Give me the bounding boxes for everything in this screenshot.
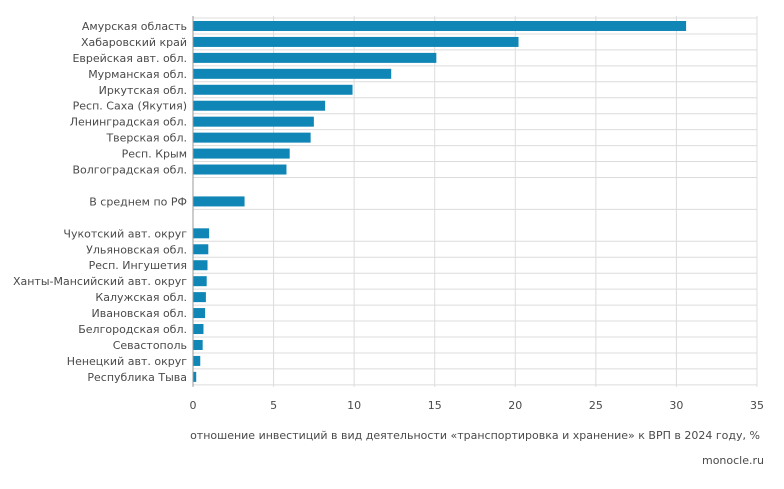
bar bbox=[193, 292, 206, 303]
x-tick-label: 15 bbox=[428, 399, 442, 412]
category-label: Севастополь bbox=[113, 339, 187, 352]
x-tick-label: 35 bbox=[750, 399, 764, 412]
bar bbox=[193, 132, 311, 143]
category-label: Мурманская обл. bbox=[88, 68, 187, 81]
category-label: Ненецкий авт. округ bbox=[67, 355, 187, 368]
category-label: Иркутская обл. bbox=[99, 84, 187, 97]
category-label: Респ. Ингушетия bbox=[89, 259, 187, 272]
bar bbox=[193, 36, 519, 47]
bar bbox=[193, 308, 206, 319]
bar bbox=[193, 244, 209, 255]
bar bbox=[193, 164, 287, 175]
bar bbox=[193, 371, 197, 382]
source-label: monocle.ru bbox=[701, 454, 764, 467]
category-label: Калужская обл. bbox=[95, 291, 187, 304]
x-tick-label: 20 bbox=[508, 399, 522, 412]
bar bbox=[193, 196, 245, 207]
category-label: Волгоградская обл. bbox=[72, 164, 187, 177]
bar bbox=[193, 276, 207, 287]
x-axis-title: отношение инвестиций в вид деятельности … bbox=[190, 429, 760, 442]
category-label: Белгородская обл. bbox=[78, 323, 187, 336]
x-tick-label: 5 bbox=[270, 399, 277, 412]
category-label: Чукотский авт. округ bbox=[63, 227, 187, 240]
bar bbox=[193, 52, 437, 63]
category-label: Тверская обл. bbox=[105, 132, 187, 145]
category-label: В среднем по РФ bbox=[89, 195, 187, 208]
bar bbox=[193, 148, 290, 159]
category-label: Хабаровский край bbox=[81, 36, 187, 49]
category-label: Ленинградская обл. bbox=[70, 116, 187, 129]
x-tick-label: 10 bbox=[347, 399, 361, 412]
bar bbox=[193, 324, 204, 335]
category-label: Ивановская обл. bbox=[92, 307, 187, 320]
bar bbox=[193, 100, 326, 111]
category-label: Республика Тыва bbox=[87, 371, 187, 384]
bar bbox=[193, 84, 353, 95]
x-tick-label: 25 bbox=[589, 399, 603, 412]
bar bbox=[193, 355, 201, 366]
category-label: Респ. Саха (Якутия) bbox=[73, 100, 187, 113]
category-label: Еврейская авт. обл. bbox=[72, 52, 187, 65]
bar bbox=[193, 260, 208, 271]
bar bbox=[193, 228, 210, 239]
category-label: Ульяновская обл. bbox=[86, 243, 187, 256]
category-label: Респ. Крым bbox=[122, 148, 187, 161]
category-label: Амурская область bbox=[82, 20, 187, 33]
bar bbox=[193, 116, 314, 127]
bar bbox=[193, 68, 392, 79]
bar bbox=[193, 20, 687, 31]
bar bbox=[193, 339, 203, 350]
x-tick-label: 30 bbox=[669, 399, 683, 412]
category-label: Ханты-Мансийский авт. округ bbox=[13, 275, 187, 288]
x-tick-label: 0 bbox=[190, 399, 197, 412]
